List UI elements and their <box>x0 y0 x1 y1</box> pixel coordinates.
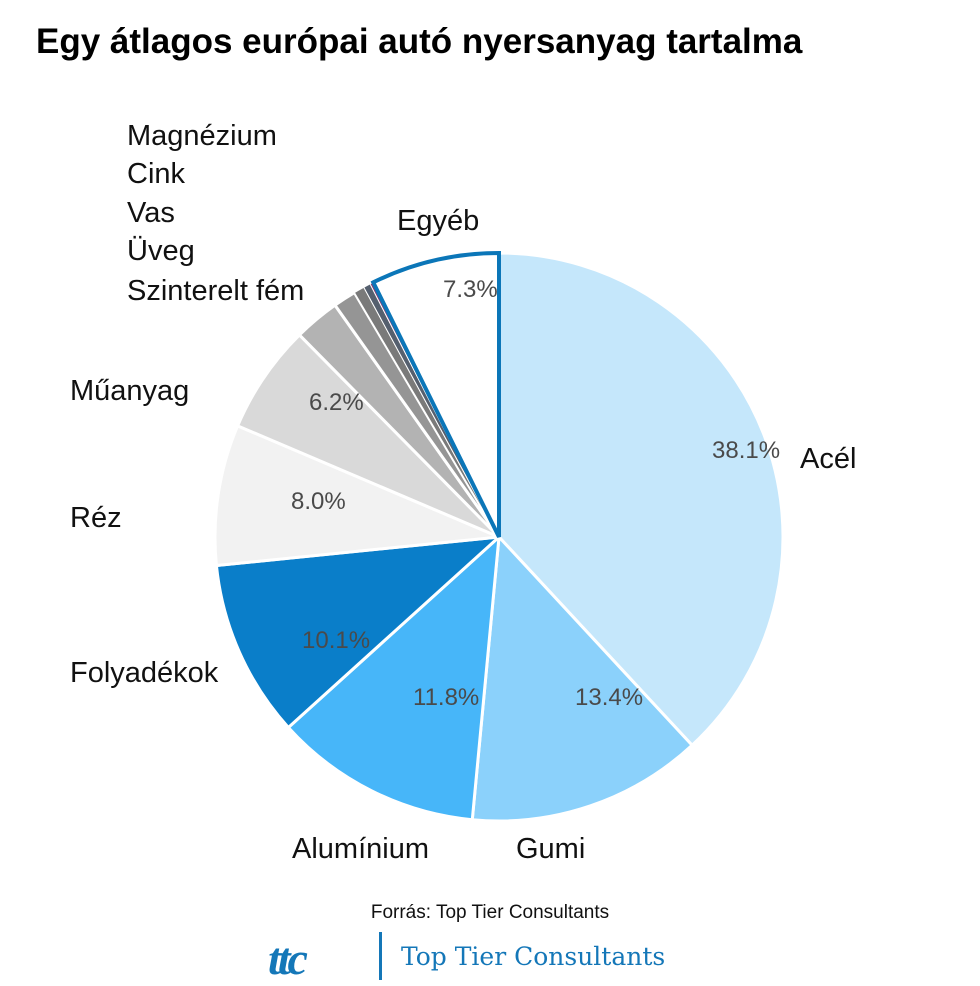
slice-aluminium <box>286 535 501 822</box>
chart-title: Egy átlagos európai autó nyersanyag tart… <box>36 22 803 61</box>
ttc-logo: ttc Top Tier Consultants <box>268 928 708 984</box>
category-label-rez: Réz <box>70 502 122 534</box>
category-label-uveg: Üveg <box>127 235 195 267</box>
category-label-egyeb: Egyéb <box>397 205 479 237</box>
category-label-folyadekok: Folyadékok <box>70 657 219 689</box>
value-label-muanyag: 6.2% <box>309 389 364 416</box>
pie-chart: 38.1% Acél 13.4% Gumi 11.8% Alumínium 10.1% Fol… <box>70 120 856 865</box>
category-label-aluminium: Alumínium <box>292 833 429 865</box>
slice-folyadekok <box>214 535 501 729</box>
slice-acel <box>497 251 785 747</box>
pie-slices <box>213 251 785 823</box>
pie-labels: 38.1% Acél 13.4% Gumi 11.8% Alumínium 10.1% Fol… <box>70 120 856 865</box>
logo-text: Top Tier Consultants <box>401 942 666 971</box>
slice-outline-egyeb <box>370 250 501 538</box>
value-label-acel: 38.1% <box>712 437 780 464</box>
category-label-gumi: Gumi <box>516 833 585 865</box>
value-label-egyeb: 7.3% <box>443 276 498 303</box>
category-label-magnezium: Magnézium <box>127 120 277 152</box>
slice-gumi <box>470 535 694 823</box>
slice-rez <box>213 424 501 567</box>
logo-divider <box>379 932 382 980</box>
value-label-rez: 8.0% <box>291 488 346 515</box>
highlight-layer <box>370 250 501 538</box>
source-note: Forrás: Top Tier Consultants <box>370 902 610 923</box>
value-label-folyadekok: 10.1% <box>302 627 370 654</box>
category-label-cink: Cink <box>127 158 186 190</box>
category-label-acel: Acél <box>800 443 856 475</box>
value-label-gumi: 13.4% <box>575 684 643 711</box>
category-label-szinterelt-fem: Szinterelt fém <box>127 275 304 307</box>
category-label-muanyag: Műanyag <box>70 375 189 407</box>
value-label-aluminium: 11.8% <box>413 684 479 711</box>
category-label-vas: Vas <box>127 197 175 229</box>
ttc-logo-mark: ttc <box>268 933 308 984</box>
